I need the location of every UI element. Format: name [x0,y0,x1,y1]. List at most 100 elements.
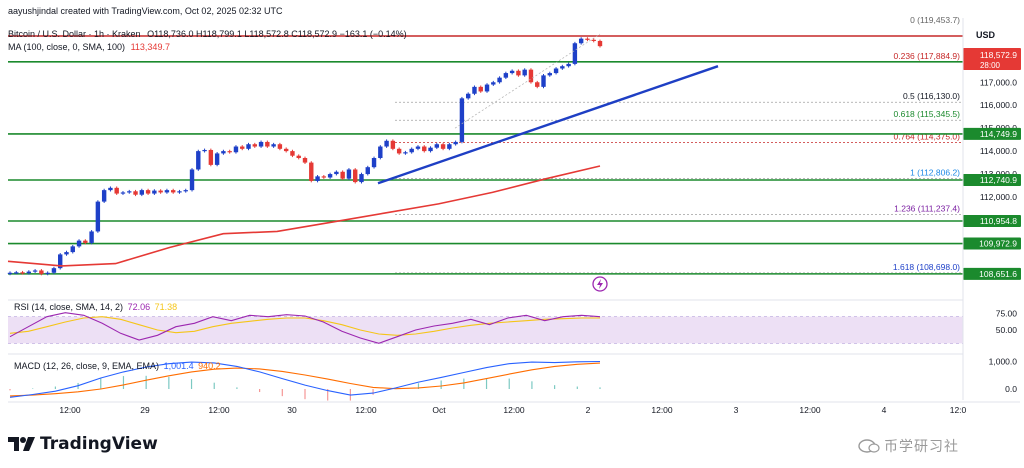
trend-line [377,65,719,185]
signal-value: 940.2 [198,361,221,371]
candle-body [403,152,408,154]
price-countdown: 28:00 [980,61,1001,70]
candle-body [434,144,440,148]
candle-body [572,43,578,64]
symbol-legend[interactable]: Bitcoin / U.S. Dollar · 1h · Kraken O118… [8,29,407,39]
support-price-badge [963,127,1021,140]
candle-body [509,70,515,74]
candle-body [553,68,559,74]
candle-body [83,240,88,243]
candle-body [478,86,483,92]
candle-body [152,190,157,194]
alert-bolt-glyph [597,279,603,289]
candle-body [51,268,57,273]
candle-body [566,63,571,67]
candle-body [39,270,44,274]
candle-body [591,39,596,42]
time-axis-tick: 12:00 [799,405,821,415]
rsi-legend[interactable]: RSI (14, close, SMA, 14, 2) 72.06 71.38 [14,302,177,312]
candle-body [560,66,565,69]
macd-value: 1,001.4 [163,361,194,371]
fib-level-label: 1.618 (108,698.0) [893,262,960,272]
ma-value: 113,349.7 [130,42,170,52]
support-price-badge [963,174,1021,187]
macd-axis-tick: 1,000.0 [989,357,1018,367]
candle-body [378,146,383,158]
candle-body [409,148,414,153]
time-axis-tick: 29 [140,405,150,415]
time-axis-tick: 12:00 [503,405,525,415]
fib-level-label: 0.618 (115,345.5) [894,109,961,119]
support-price-badge [963,267,1021,280]
candle-body [384,140,389,147]
candle-body [58,254,63,269]
candle-body [196,151,201,170]
rsi-ma-value: 71.38 [154,302,178,312]
support-price-label: 109,972.9 [979,239,1017,249]
tradingview-logo[interactable]: TradingView [8,434,158,454]
candle-body [177,191,182,193]
rsi-layer: 75.00 50.00 [8,299,1018,344]
candle-body [547,73,552,76]
rsi-line [9,312,601,344]
support-price-label: 112,740.9 [980,175,1017,185]
rsi-legend-label: RSI (14, close, SMA, 14, 2) [14,302,124,312]
candle-body [227,151,232,153]
macd-legend-label: MACD (12, 26, close, 9, EMA, EMA) [14,361,160,371]
candle-body [64,252,69,255]
candle-body [585,38,590,40]
time-axis-tick: 3 [734,405,739,415]
candle-body [14,272,19,274]
currency-label[interactable]: USD [976,30,996,40]
rsi-axis-tick: 75.00 [996,308,1018,318]
support-price-label: 110,954.8 [980,216,1017,226]
candle-body [189,169,195,191]
watermark: 币学研习社 [858,436,959,456]
candle-body [202,149,207,152]
ma-label: MA (100, close, 0, SMA, 100) [8,42,126,52]
candle-body [101,190,107,202]
time-axis-tick: 30 [287,405,297,415]
time-axis-tick: Oct [432,405,446,415]
candle-body [522,69,527,76]
ma-legend[interactable]: MA (100, close, 0, SMA, 100) 113,349.7 [8,42,170,52]
candle-body [183,190,188,192]
candle-body [497,77,502,83]
candle-body [597,40,603,47]
candle-body [95,201,101,232]
axis-layer: 117,000.0116,000.0115,000.0114,000.0113,… [8,18,1021,415]
macd-axis-tick: 0.0 [1005,384,1017,394]
candle-body [271,144,276,147]
support-price-badge [963,237,1021,250]
macd-line [9,360,601,398]
candle-body [472,86,477,94]
moving-average-line [7,165,601,267]
candle-body [145,190,151,194]
candle-body [32,270,38,272]
candle-body [158,190,163,193]
watermark-text: 币学研习社 [884,438,959,454]
candle-body [277,144,283,149]
candle-body [208,149,214,165]
macd-layer: 1,000.0 0.0 [8,353,1018,401]
candle-body [371,158,377,168]
candle-body [240,146,245,149]
fib-level-label: 1.236 (111,237.4) [894,204,960,214]
candle-body [503,73,509,78]
symbol-title: Bitcoin / U.S. Dollar · 1h · Kraken [8,29,141,39]
candle-body [221,151,226,154]
candle-body [415,146,421,149]
price-axis-tick: 117,000.0 [980,77,1017,87]
candle-body [365,167,370,175]
fib-level-label: 1 (112,806.2) [910,168,960,178]
candle-body [353,169,358,183]
candle-body [528,69,534,83]
candle-body [453,141,458,145]
candle-body [447,144,452,149]
candle-body [516,70,521,76]
macd-legend[interactable]: MACD (12, 26, close, 9, EMA, EMA) 1,001.… [14,361,221,371]
fib-projection-line [454,33,601,129]
candle-body [428,147,433,152]
time-axis-tick: 2 [586,405,591,415]
